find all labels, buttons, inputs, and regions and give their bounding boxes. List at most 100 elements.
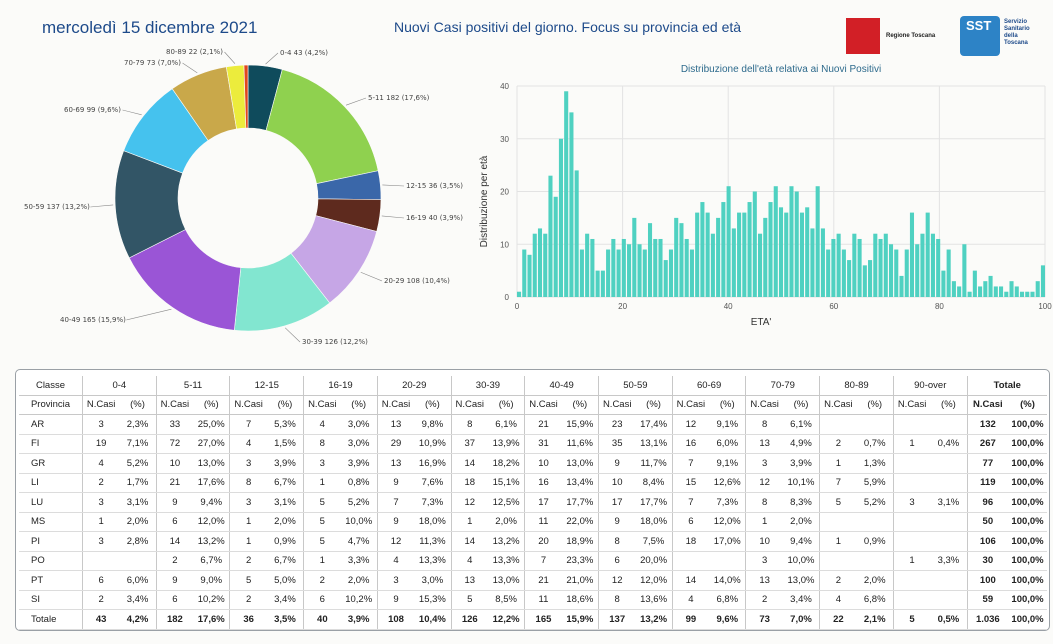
donut-label-5: 30-39 126 (12,2%) <box>302 338 368 346</box>
ncasi-cell: 14 <box>672 570 710 591</box>
pct-cell: 0,7% <box>856 434 894 454</box>
histogram-bar-77 <box>920 233 925 297</box>
ncasi-cell: 3 <box>82 414 120 435</box>
y-tick-label-2: 20 <box>500 188 509 197</box>
total-ncasi-cell: 96 <box>967 492 1009 513</box>
header-class-8: 60-69 <box>672 376 747 396</box>
ncasi-cell <box>819 414 857 435</box>
ncasi-cell: 12 <box>745 473 783 493</box>
histogram-bar-57 <box>815 186 820 297</box>
histogram-bar-100 <box>1040 265 1045 297</box>
histogram-bar-30 <box>674 217 679 297</box>
pct-cell: 13,2% <box>487 531 526 552</box>
donut-label-9: 70-79 73 (7,0%) <box>124 59 181 67</box>
ncasi-cell: 10 <box>598 473 636 493</box>
donut-label-3: 16-19 40 (3,9%) <box>406 214 463 222</box>
ncasi-cell <box>893 414 931 435</box>
histogram-bar-42 <box>737 212 742 297</box>
ncasi-cell: 20 <box>524 531 562 552</box>
histogram-bar-23 <box>637 244 642 297</box>
histogram-bar-28 <box>663 260 668 297</box>
ncasi-cell: 37 <box>451 434 488 454</box>
ncasi-cell: 14 <box>451 531 488 552</box>
subheader-ncasi-7: N.Casi <box>598 395 636 415</box>
donut-label-10: 80-89 22 (2,1%) <box>166 48 223 56</box>
pct-cell: 3,5% <box>266 609 305 630</box>
pct-cell <box>930 512 968 532</box>
histogram-bar-74 <box>904 249 909 297</box>
y-tick-label-1: 10 <box>500 240 509 249</box>
pct-cell: 6,0% <box>119 570 157 591</box>
pct-cell: 3,4% <box>266 590 305 610</box>
histogram-bar-24 <box>642 249 647 297</box>
pct-cell: 14,0% <box>709 570 747 591</box>
histogram-bar-59 <box>826 249 831 297</box>
pct-cell: 2,0% <box>487 512 526 532</box>
ncasi-cell: 23 <box>598 414 636 435</box>
x-tick-label-0: 0 <box>515 302 520 311</box>
pct-cell: 1,5% <box>266 434 305 454</box>
ncasi-cell: 165 <box>524 609 562 630</box>
donut-leader-6 <box>126 308 172 321</box>
histogram-bar-86 <box>967 291 972 297</box>
ncasi-cell: 3 <box>377 570 415 591</box>
ncasi-cell: 6 <box>156 590 194 610</box>
ncasi-cell: 6 <box>303 590 341 610</box>
ncasi-cell: 5 <box>303 512 341 532</box>
histogram-bar-17 <box>606 249 611 297</box>
table-header-subcolumns: Provincia N.Casi (%) N.Casi (%) N.Casi (%) N.Ca… <box>19 395 1047 415</box>
histogram-bar-50 <box>778 207 784 297</box>
pct-cell: 3,1% <box>930 492 968 513</box>
pct-cell: 11,7% <box>635 453 673 474</box>
histogram-bar-55 <box>805 207 810 297</box>
pct-cell: 5,9% <box>856 473 894 493</box>
pct-cell: 13,0% <box>782 570 821 591</box>
pct-cell: 3,0% <box>340 434 378 454</box>
ncasi-cell: 9 <box>598 453 636 474</box>
total-pct-cell: 100,0% <box>1008 434 1047 454</box>
pct-cell: 12,0% <box>193 512 231 532</box>
ncasi-cell <box>893 531 931 552</box>
histogram-bar-68 <box>873 233 878 297</box>
ncasi-cell: 18 <box>672 531 710 552</box>
total-pct-cell: 100,0% <box>1008 551 1047 571</box>
histogram-bar-48 <box>768 202 773 297</box>
ncasi-cell: 13 <box>451 570 488 591</box>
ncasi-cell: 5 <box>451 590 488 610</box>
ncasi-cell: 33 <box>156 414 194 435</box>
pct-cell: 2,0% <box>782 512 821 532</box>
histogram-bar-94 <box>1009 281 1014 297</box>
sst-label: Servizio Sanitario della Toscana <box>1004 19 1030 46</box>
total-ncasi-cell: 132 <box>967 414 1009 435</box>
pct-cell: 12,6% <box>709 473 747 493</box>
ncasi-cell: 9 <box>377 590 415 610</box>
table-row: MS 1 2,0% 6 12,0% 1 2,0% 5 10,0% 9 18,0% 1 2,0% 11 22,… <box>19 512 1047 532</box>
histogram-bar-21 <box>627 244 632 297</box>
pct-cell: 23,3% <box>561 551 600 571</box>
pct-cell: 6,8% <box>709 590 747 610</box>
total-ncasi-cell: 119 <box>967 473 1009 493</box>
header-class-4: 20-29 <box>377 376 452 396</box>
histogram-bar-11 <box>574 170 579 297</box>
ncasi-cell: 1 <box>893 434 931 454</box>
pct-cell <box>119 551 157 571</box>
ncasi-cell <box>893 570 931 591</box>
pct-cell: 1,7% <box>119 473 157 493</box>
pct-cell: 4,9% <box>782 434 821 454</box>
pct-cell: 3,9% <box>266 453 305 474</box>
date-title: mercoledì 15 dicembre 2021 <box>42 18 258 37</box>
pct-cell: 2,0% <box>119 512 157 532</box>
y-tick-label-3: 30 <box>500 135 509 144</box>
pct-cell: 15,9% <box>561 414 600 435</box>
ncasi-cell: 9 <box>598 512 636 532</box>
ncasi-cell: 29 <box>377 434 415 454</box>
y-tick-label-4: 40 <box>500 82 509 91</box>
pct-cell: 7,1% <box>119 434 157 454</box>
ncasi-cell: 9 <box>377 473 415 493</box>
provincia-cell: FI <box>19 434 83 454</box>
pct-cell: 12,0% <box>709 512 747 532</box>
histogram-bar-98 <box>1030 291 1035 297</box>
ncasi-cell: 12 <box>598 570 636 591</box>
donut-leader-10 <box>224 51 236 64</box>
ncasi-cell: 2 <box>745 590 783 610</box>
